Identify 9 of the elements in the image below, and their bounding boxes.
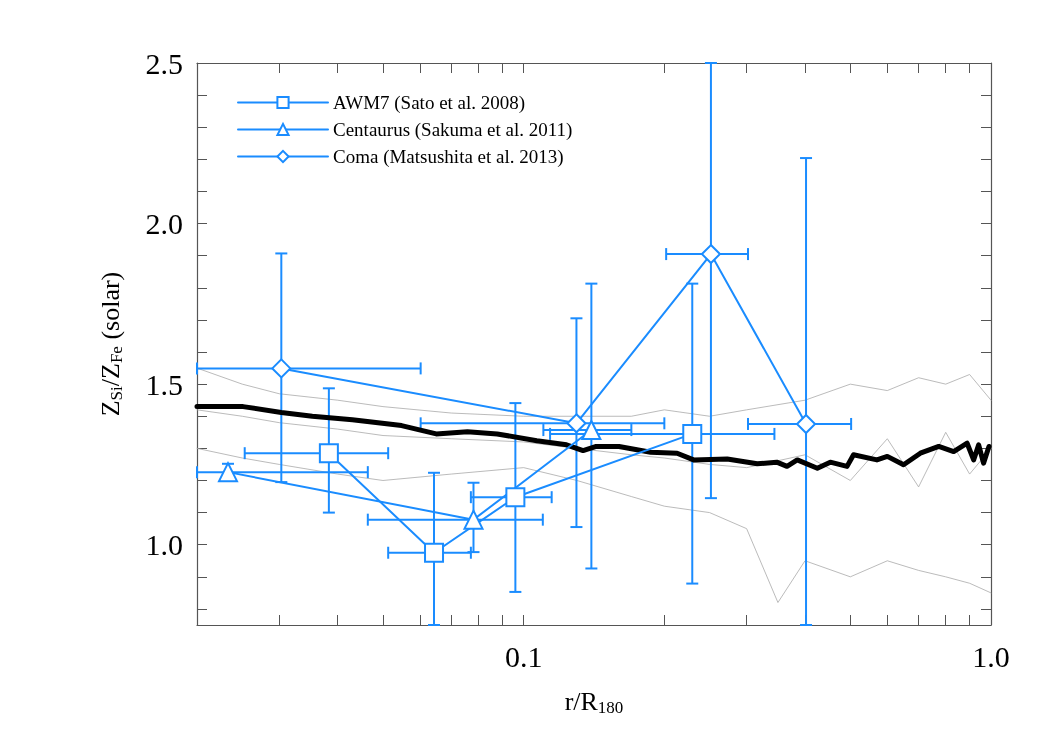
legend-label: AWM7 (Sato et al. 2008) bbox=[333, 92, 526, 114]
y-tick-label: 2.0 bbox=[145, 207, 183, 241]
legend-label: Coma (Matsushita et al. 2013) bbox=[333, 146, 564, 168]
y-tick-label: 1.5 bbox=[145, 367, 183, 401]
legend-label: Centaurus (Sakuma et al. 2011) bbox=[333, 119, 573, 141]
y-axis-title: ZSi/ZFe (solar) bbox=[96, 271, 126, 417]
y-tick-label: 1.0 bbox=[145, 528, 183, 562]
y-tick-label: 2.5 bbox=[145, 46, 183, 80]
x-tick-label: 0.1 bbox=[504, 639, 543, 673]
